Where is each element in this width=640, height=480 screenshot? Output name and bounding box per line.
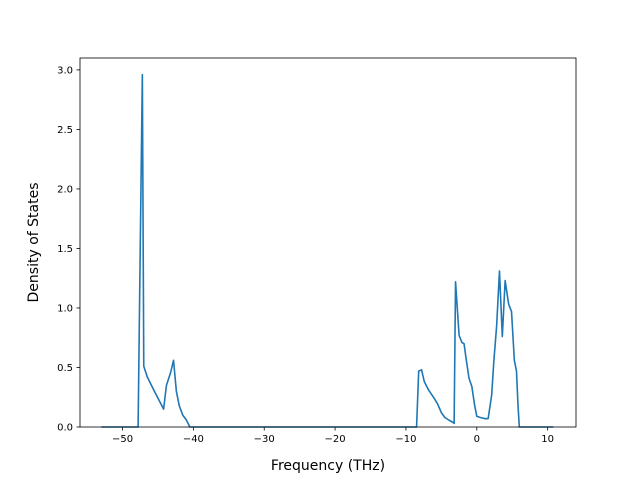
x-tick-label: 10	[541, 434, 554, 445]
y-tick-label: 3.0	[57, 65, 73, 76]
x-tick-label: −30	[254, 434, 275, 445]
y-tick-label: 2.5	[57, 125, 73, 136]
x-tick-label: −20	[325, 434, 346, 445]
x-tick-label: −40	[183, 434, 204, 445]
x-tick-label: −50	[112, 434, 133, 445]
y-tick-label: 1.0	[57, 303, 73, 314]
dos-series-line	[101, 73, 554, 428]
y-tick-label: 2.0	[57, 184, 73, 195]
y-tick-label: 0.0	[57, 423, 73, 434]
series-layer	[101, 73, 554, 428]
plot-area	[80, 58, 576, 427]
y-axis-title: Density of States	[26, 183, 42, 303]
y-tick-label: 1.5	[57, 244, 73, 255]
x-tick-label: 0	[474, 434, 480, 445]
y-tick-label: 0.5	[57, 363, 73, 374]
x-tick-label: −10	[395, 434, 416, 445]
x-axis-title: Frequency (THz)	[271, 458, 385, 474]
tick-layer: −50 −40 −30 −20 −10 0 10 0.0 0.5 1.0 1.5 2.0 2.5 3.0	[57, 65, 554, 445]
plot-frame	[79, 57, 577, 428]
